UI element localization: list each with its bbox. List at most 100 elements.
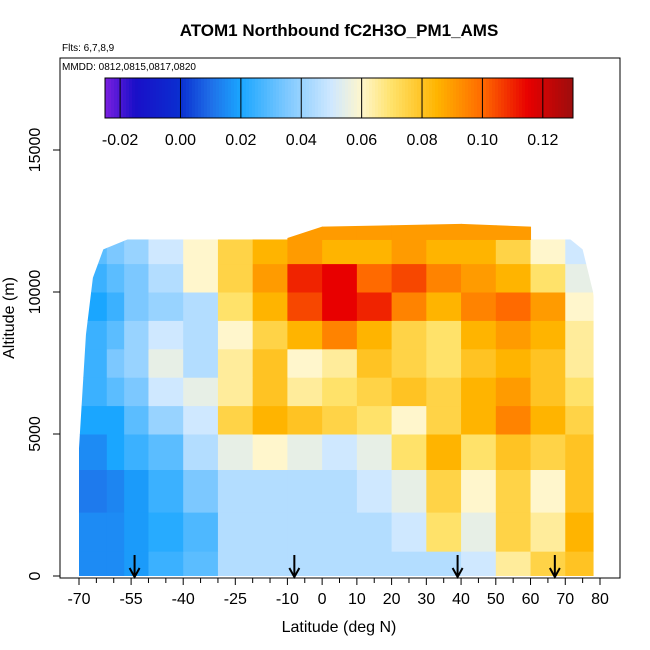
colorbar-swatch	[504, 78, 508, 118]
colorbar-swatch	[378, 78, 382, 118]
colorbar-swatch	[279, 78, 283, 118]
heatmap-cell	[183, 263, 219, 293]
heatmap-cell	[124, 512, 149, 552]
heatmap-cell	[106, 512, 125, 552]
heatmap-cell	[252, 469, 288, 513]
colorbar-swatch	[375, 78, 379, 118]
heatmap-cell	[322, 434, 358, 470]
y-axis: 0 5000 10000 15000	[27, 128, 60, 580]
colorbar-swatch	[201, 78, 205, 118]
heatmap-cell	[322, 292, 358, 321]
colorbar-swatch	[111, 78, 115, 118]
colorbar-swatch	[183, 78, 187, 118]
colorbar-swatch	[216, 78, 220, 118]
heatmap-cell	[322, 512, 358, 552]
colorbar-swatch	[537, 78, 541, 118]
heatmap-cell	[287, 348, 323, 378]
heatmap-cell	[183, 348, 219, 378]
colorbar-swatch	[489, 78, 493, 118]
heatmap-cell	[322, 405, 358, 435]
heatmap-cell	[495, 348, 532, 378]
heatmap-cell	[461, 348, 497, 378]
colorbar-tick-label: 0.08	[406, 132, 437, 149]
colorbar-swatch	[234, 78, 238, 118]
heatmap-cell	[530, 469, 566, 513]
heatmap-cell	[217, 292, 254, 321]
x-tick-label: 20	[383, 591, 401, 608]
heatmap-cell	[124, 405, 149, 435]
heatmap-cell	[391, 292, 427, 321]
colorbar-swatch	[207, 78, 211, 118]
heatmap-cell	[461, 405, 497, 435]
colorbar-swatch	[162, 78, 166, 118]
colorbar-swatch	[552, 78, 556, 118]
heatmap-cell	[356, 223, 393, 240]
colorbar-swatch	[342, 78, 346, 118]
heatmap-cell	[356, 239, 393, 265]
heatmap-cell	[148, 434, 184, 470]
colorbar-swatch	[324, 78, 328, 118]
heatmap-cell	[252, 512, 288, 552]
heatmap-cell	[217, 320, 254, 350]
heatmap-cell	[252, 320, 288, 350]
colorbar-swatch	[135, 78, 139, 118]
heatmap-cell	[287, 377, 323, 407]
heatmap-cell	[461, 512, 497, 552]
colorbar-swatch	[126, 78, 130, 118]
colorbar-swatch	[345, 78, 349, 118]
heatmap-cell	[148, 405, 184, 435]
colorbar-swatch	[312, 78, 316, 118]
colorbar-swatch	[474, 78, 478, 118]
colorbar-tick-label: 0.06	[346, 132, 377, 149]
heatmap-cell	[217, 512, 254, 552]
flight-arrow-mark	[128, 555, 141, 580]
x-axis: -70 -55 -40 -25 -10 0 10 20 30 40 50 60 70 80	[67, 578, 609, 608]
colorbar-swatch	[510, 78, 514, 118]
chart-title: ATOM1 Northbound fC2H3O_PM1_AMS	[180, 21, 499, 40]
colorbar-swatch	[543, 78, 547, 118]
heatmap-cell	[426, 469, 462, 513]
colorbar-swatch	[210, 78, 214, 118]
heatmap-cell	[530, 239, 566, 265]
colorbar-swatch	[144, 78, 148, 118]
heatmap-cell	[461, 223, 497, 240]
heatmap-cell	[356, 434, 393, 470]
heatmap-cell	[183, 551, 219, 576]
heatmap-cell	[495, 263, 532, 293]
colorbar-swatch	[549, 78, 553, 118]
heatmap-cell	[530, 320, 566, 350]
flight-arrows	[128, 555, 561, 580]
heatmap-cell	[565, 377, 594, 407]
heatmap-cell	[565, 320, 594, 350]
colorbar-swatch	[282, 78, 286, 118]
colorbar-swatch	[348, 78, 352, 118]
colorbar-swatch	[219, 78, 223, 118]
colorbar-swatch	[363, 78, 367, 118]
colorbar-swatch	[519, 78, 523, 118]
colorbar-swatch	[297, 78, 301, 118]
colorbar-swatch	[570, 78, 574, 118]
heatmap-cell	[356, 405, 393, 435]
heatmap-cell	[565, 434, 594, 470]
colorbar-swatch	[330, 78, 334, 118]
heatmap-cell	[565, 512, 594, 552]
heatmap-cell	[426, 377, 462, 407]
flight-arrow-mark	[288, 555, 301, 580]
colorbar-swatch	[417, 78, 421, 118]
colorbar-swatch	[132, 78, 136, 118]
colorbar-swatch	[198, 78, 202, 118]
heatmap-cell	[79, 348, 108, 378]
colorbar-swatch	[462, 78, 466, 118]
heatmap-cell	[461, 434, 497, 470]
colorbar-swatch	[411, 78, 415, 118]
colorbar-swatch	[168, 78, 172, 118]
heatmap-cell	[148, 320, 184, 350]
heatmap-cell	[530, 551, 566, 576]
colorbar-swatch	[465, 78, 469, 118]
colorbar-swatch	[366, 78, 370, 118]
colorbar-swatch	[108, 78, 112, 118]
heatmap-cell	[124, 292, 149, 321]
colorbar-swatch	[237, 78, 241, 118]
colorbar-swatch	[513, 78, 517, 118]
